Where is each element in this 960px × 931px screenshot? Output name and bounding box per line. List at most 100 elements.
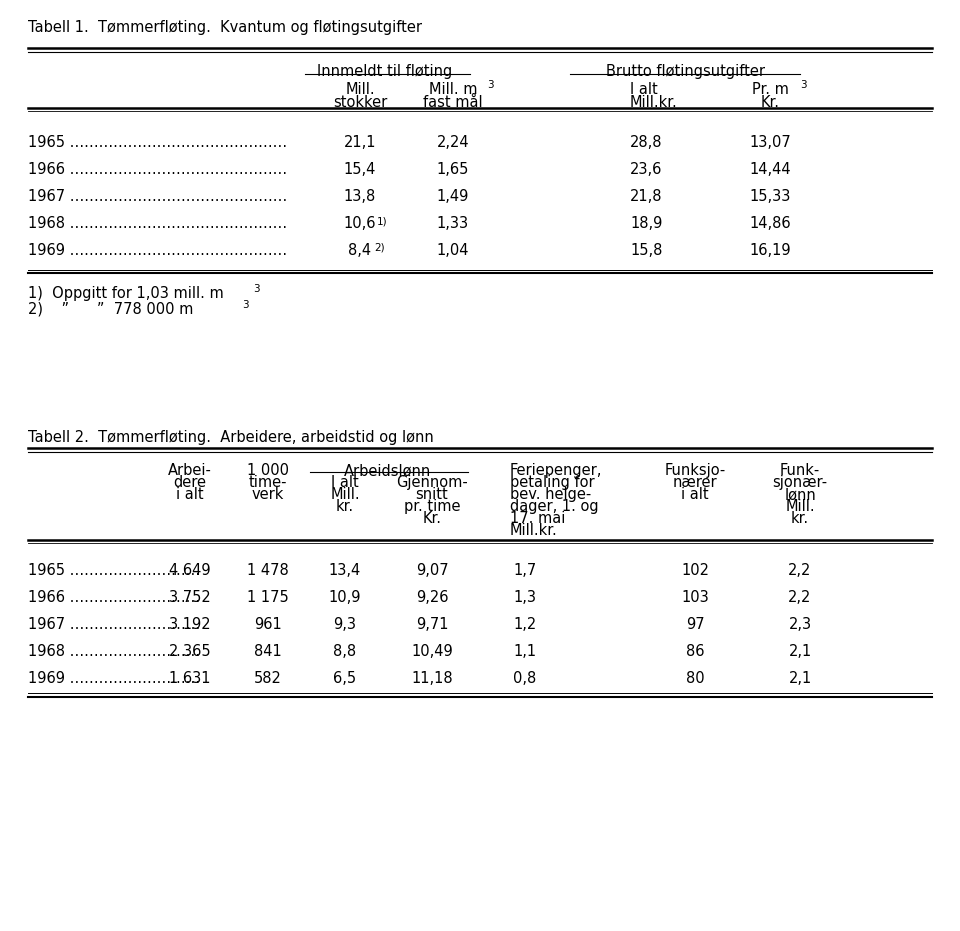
Text: i alt: i alt [177,487,204,502]
Text: Mill. m: Mill. m [429,82,477,97]
Text: betaling for: betaling for [510,475,594,490]
Text: 13,07: 13,07 [749,135,791,150]
Text: dager, 1. og: dager, 1. og [510,499,599,514]
Text: 961: 961 [254,617,282,632]
Text: 14,86: 14,86 [749,216,791,231]
Text: 3 192: 3 192 [169,617,211,632]
Text: 86: 86 [685,644,705,659]
Text: 582: 582 [254,671,282,686]
Text: 17. mai: 17. mai [510,511,565,526]
Text: nærer: nærer [673,475,717,490]
Text: Tabell 2.  Tømmerfløting.  Arbeidere, arbeidstid og lønn: Tabell 2. Tømmerfløting. Arbeidere, arbe… [28,430,434,445]
Text: 103: 103 [682,590,708,605]
Text: 10,49: 10,49 [411,644,453,659]
Text: snitt: snitt [416,487,448,502]
Text: 1,3: 1,3 [514,590,537,605]
Text: 28,8: 28,8 [630,135,662,150]
Text: 1968 ………………………………………: 1968 ……………………………………… [28,216,287,231]
Text: 2,24: 2,24 [437,135,469,150]
Text: stokker: stokker [333,95,387,110]
Text: 4 649: 4 649 [169,563,211,578]
Text: 13,4: 13,4 [329,563,361,578]
Text: 97: 97 [685,617,705,632]
Text: 14,44: 14,44 [749,162,791,177]
Text: kr.: kr. [336,499,354,514]
Text: 841: 841 [254,644,282,659]
Text: 15,8: 15,8 [630,243,662,258]
Text: Innmeldt til fløting: Innmeldt til fløting [318,64,452,79]
Text: Mill.: Mill. [330,487,360,502]
Text: Gjennom-: Gjennom- [396,475,468,490]
Text: 3: 3 [800,80,806,90]
Text: 1,65: 1,65 [437,162,469,177]
Text: 9,26: 9,26 [416,590,448,605]
Text: lønn: lønn [784,487,816,502]
Text: I alt: I alt [630,82,658,97]
Text: 1965 ………………………………………: 1965 ……………………………………… [28,135,287,150]
Text: 1 478: 1 478 [247,563,289,578]
Text: 3 752: 3 752 [169,590,211,605]
Text: 1,04: 1,04 [437,243,469,258]
Text: sjonær-: sjonær- [773,475,828,490]
Text: Brutto fløtingsutgifter: Brutto fløtingsutgifter [606,64,764,79]
Text: 1965 ………………………: 1965 ……………………… [28,563,200,578]
Text: 9,3: 9,3 [333,617,356,632]
Text: kr.: kr. [791,511,809,526]
Text: Mill.kr.: Mill.kr. [630,95,678,110]
Text: bev. helge-: bev. helge- [510,487,591,502]
Text: 1967 ………………………………………: 1967 ……………………………………… [28,189,287,204]
Text: 23,6: 23,6 [630,162,662,177]
Text: 1 631: 1 631 [169,671,211,686]
Text: Funksjo-: Funksjo- [664,463,726,478]
Text: 15,4: 15,4 [344,162,376,177]
Text: Funk-: Funk- [780,463,820,478]
Text: 1,2: 1,2 [514,617,537,632]
Text: Kr.: Kr. [422,511,442,526]
Text: 6,5: 6,5 [333,671,356,686]
Text: 21,8: 21,8 [630,189,662,204]
Text: Arbeidslønn: Arbeidslønn [345,463,432,478]
Text: 1 000: 1 000 [247,463,289,478]
Text: dere: dere [174,475,206,490]
Text: pr. time: pr. time [404,499,460,514]
Text: 1969 ………………………: 1969 ……………………… [28,671,200,686]
Text: 2,2: 2,2 [788,563,812,578]
Text: 8,4: 8,4 [348,243,372,258]
Text: 1968 ………………………: 1968 ……………………… [28,644,200,659]
Text: Mill.kr.: Mill.kr. [510,523,558,538]
Text: 2 365: 2 365 [169,644,211,659]
Text: Feriepenger,: Feriepenger, [510,463,602,478]
Text: 18,9: 18,9 [630,216,662,231]
Text: Pr. m: Pr. m [752,82,788,97]
Text: 13,8: 13,8 [344,189,376,204]
Text: 1 175: 1 175 [247,590,289,605]
Text: 1969 ………………………………………: 1969 ……………………………………… [28,243,287,258]
Text: 1967 ………………………: 1967 ……………………… [28,617,201,632]
Text: 2,1: 2,1 [788,671,811,686]
Text: 9,71: 9,71 [416,617,448,632]
Text: verk: verk [252,487,284,502]
Text: 1)  Oppgitt for 1,03 mill. m: 1) Oppgitt for 1,03 mill. m [28,286,224,301]
Text: 2,1: 2,1 [788,644,811,659]
Text: I alt: I alt [331,475,359,490]
Text: 16,19: 16,19 [749,243,791,258]
Text: 2)    ”      ”  778 000 m: 2) ” ” 778 000 m [28,302,193,317]
Text: 10,9: 10,9 [328,590,361,605]
Text: 2,2: 2,2 [788,590,812,605]
Text: 2,3: 2,3 [788,617,811,632]
Text: 102: 102 [681,563,709,578]
Text: time-: time- [249,475,287,490]
Text: i alt: i alt [682,487,708,502]
Text: 21,1: 21,1 [344,135,376,150]
Text: 9,07: 9,07 [416,563,448,578]
Text: Tabell 1.  Tømmerfløting.  Kvantum og fløtingsutgifter: Tabell 1. Tømmerfløting. Kvantum og fløt… [28,20,422,35]
Text: 1): 1) [377,216,388,226]
Text: 1,1: 1,1 [514,644,537,659]
Text: fast mål: fast mål [423,95,483,110]
Text: 3: 3 [253,284,259,294]
Text: 3: 3 [487,80,493,90]
Text: Mill.: Mill. [346,82,374,97]
Text: 0,8: 0,8 [514,671,537,686]
Text: 1,7: 1,7 [514,563,537,578]
Text: 15,33: 15,33 [750,189,791,204]
